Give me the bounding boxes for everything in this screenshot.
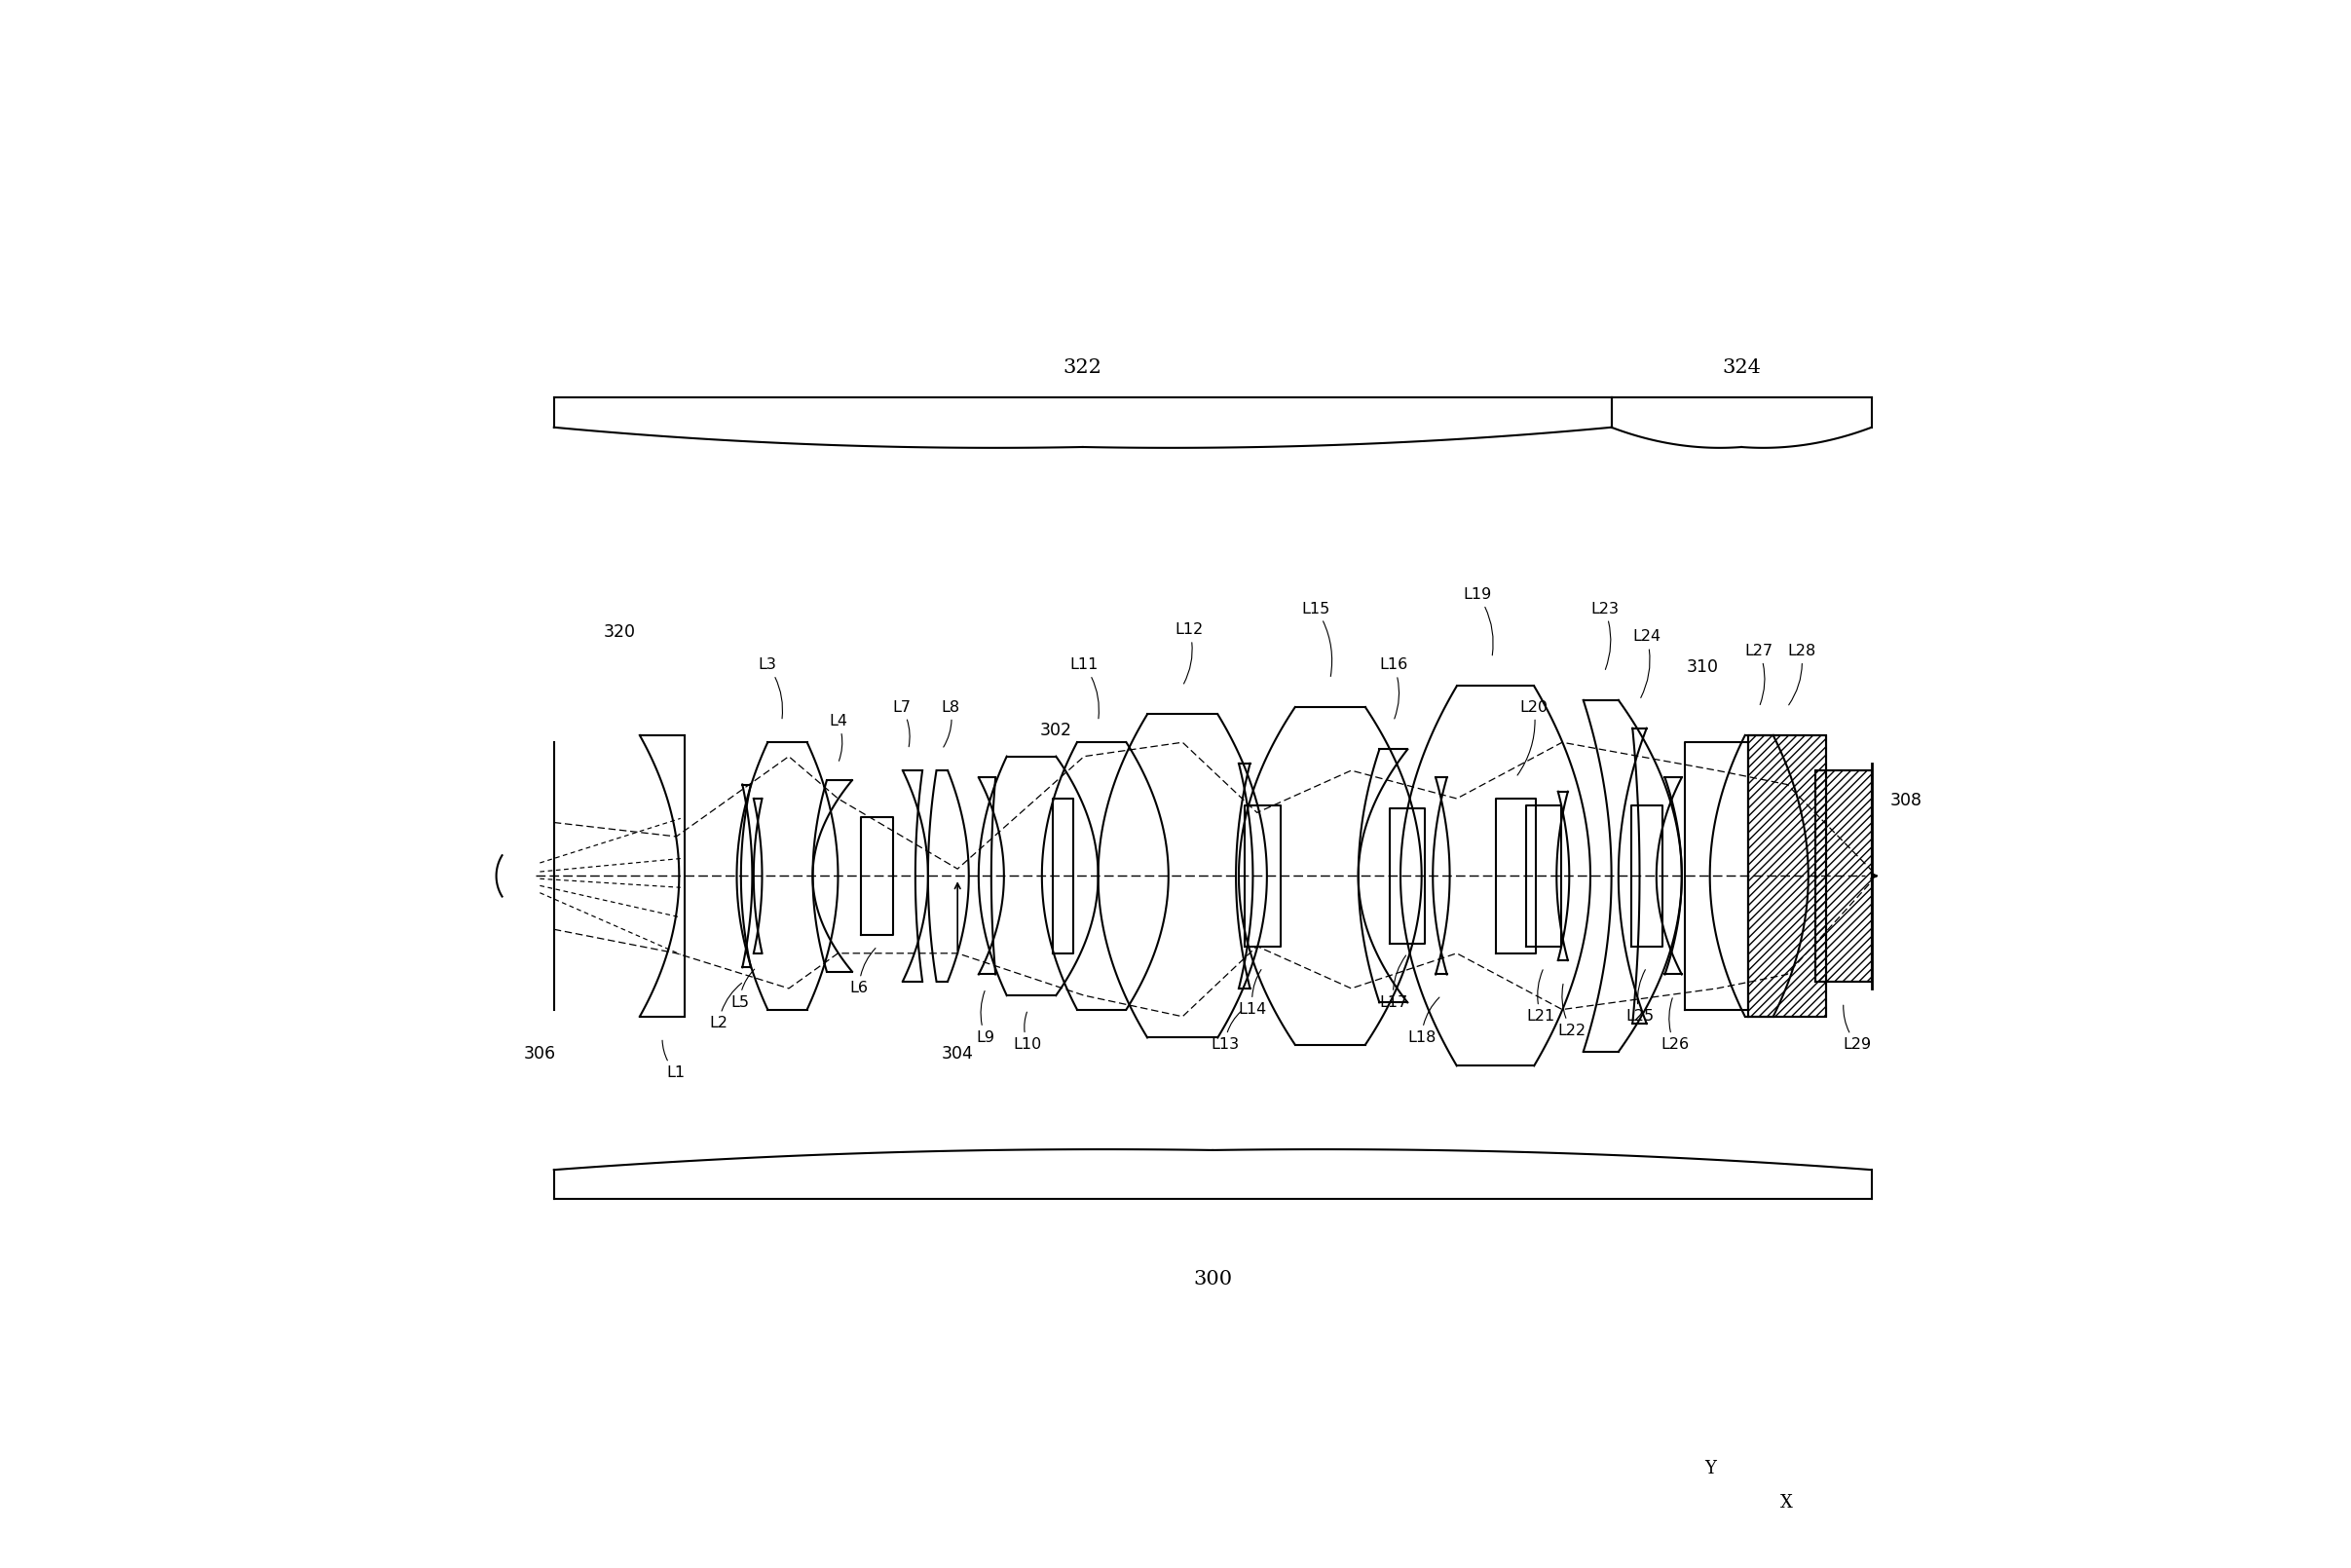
Text: L10: L10 (1013, 1011, 1041, 1052)
Text: 310: 310 (1686, 659, 1719, 676)
Text: L5: L5 (731, 969, 755, 1010)
Text: L17: L17 (1380, 955, 1408, 1010)
Text: L2: L2 (710, 983, 741, 1030)
Text: 306: 306 (524, 1046, 557, 1063)
Text: L21: L21 (1526, 969, 1556, 1024)
Text: L28: L28 (1787, 643, 1815, 706)
Text: L22: L22 (1559, 985, 1587, 1038)
Text: L15: L15 (1302, 602, 1333, 676)
Text: L27: L27 (1744, 643, 1773, 704)
Text: L25: L25 (1625, 969, 1653, 1024)
Text: L7: L7 (891, 699, 910, 746)
Text: L13: L13 (1211, 1011, 1241, 1052)
Text: 324: 324 (1721, 358, 1761, 376)
Text: L6: L6 (849, 949, 875, 996)
Text: L4: L4 (830, 713, 846, 760)
Text: L1: L1 (663, 1040, 686, 1080)
Text: L8: L8 (940, 699, 959, 746)
Text: L20: L20 (1516, 699, 1549, 775)
Text: 300: 300 (1194, 1270, 1232, 1289)
Text: L19: L19 (1465, 588, 1493, 655)
Text: L9: L9 (976, 991, 994, 1044)
Text: L24: L24 (1632, 630, 1660, 698)
Text: L26: L26 (1660, 997, 1688, 1052)
Text: L29: L29 (1843, 1005, 1871, 1052)
Text: L11: L11 (1070, 657, 1098, 718)
Text: Y: Y (1704, 1460, 1716, 1477)
Text: L14: L14 (1239, 969, 1267, 1016)
Text: 304: 304 (940, 1046, 973, 1063)
Text: 308: 308 (1890, 792, 1923, 809)
Text: L3: L3 (759, 657, 783, 718)
Text: X: X (1780, 1494, 1794, 1512)
Text: L23: L23 (1589, 602, 1617, 670)
Text: L18: L18 (1408, 997, 1439, 1044)
Text: L12: L12 (1176, 622, 1204, 684)
Text: 302: 302 (1039, 721, 1072, 739)
Text: 320: 320 (604, 622, 637, 641)
Text: L16: L16 (1380, 657, 1408, 718)
Text: 322: 322 (1063, 358, 1103, 376)
